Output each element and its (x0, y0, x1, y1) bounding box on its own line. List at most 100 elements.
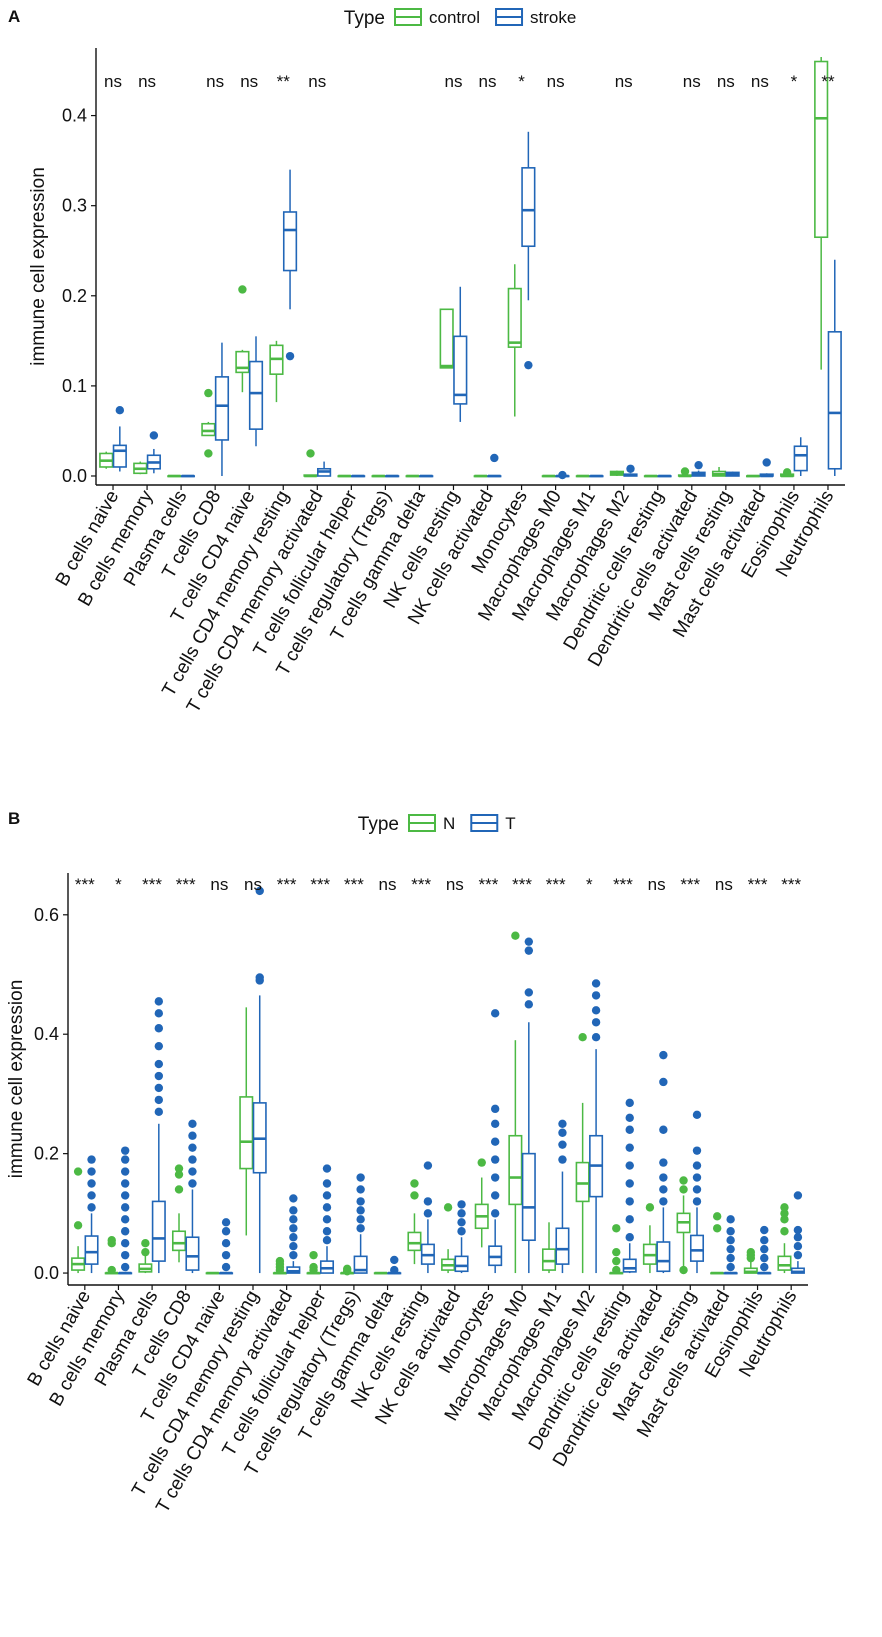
y-tick-label: 0.4 (62, 106, 87, 126)
outlier-point (625, 1143, 634, 1152)
significance-label: *** (310, 875, 330, 894)
outlier-point (591, 1018, 601, 1027)
box-n (508, 931, 523, 1274)
outlier-point (692, 1110, 702, 1120)
outlier-point (612, 1224, 621, 1233)
outlier-point (120, 1250, 130, 1260)
significance-label: ns (210, 875, 228, 894)
box-stroke (691, 460, 706, 477)
box-stroke (385, 474, 400, 478)
outlier-point (679, 1176, 688, 1185)
box-n (239, 1007, 254, 1236)
y-tick-label: 0.2 (34, 1144, 59, 1164)
box-n (541, 1222, 557, 1274)
outlier-point (457, 1218, 466, 1227)
outlier-point (154, 1041, 164, 1051)
significance-label: ** (277, 72, 291, 91)
outlier-point (356, 1215, 365, 1224)
box-t (420, 1161, 435, 1274)
y-tick-label: 0.0 (62, 466, 87, 486)
outlier-point (612, 1256, 621, 1266)
box-stroke (453, 286, 468, 422)
outlier-point (692, 1185, 702, 1194)
panel-letter: A (8, 7, 20, 26)
outlier-point (309, 1262, 318, 1272)
outlier-point (659, 1197, 668, 1206)
outlier-point (625, 1113, 634, 1123)
outlier-point (612, 1247, 621, 1257)
outlier-point (154, 1071, 164, 1081)
box-body (541, 1248, 557, 1271)
outlier-point (221, 1262, 231, 1272)
outlier-point (309, 1250, 318, 1260)
outlier-point (612, 1265, 621, 1275)
outlier-point (289, 1206, 298, 1215)
outlier-point (680, 467, 690, 476)
outlier-point (659, 1173, 668, 1182)
box-t (689, 1110, 705, 1274)
box-body (814, 60, 829, 239)
outlier-point (188, 1131, 197, 1140)
box-control (337, 474, 352, 478)
outlier-point (490, 1119, 500, 1128)
box-n (71, 1167, 86, 1274)
outlier-point (204, 388, 213, 398)
significance-label: *** (344, 875, 364, 894)
outlier-point (692, 1161, 702, 1170)
outlier-point (289, 1241, 298, 1251)
significance-label: * (791, 72, 798, 91)
outlier-point (204, 449, 213, 458)
box-control (235, 285, 250, 393)
outlier-point (120, 1179, 130, 1188)
outlier-point (726, 1227, 735, 1236)
outlier-point (356, 1206, 365, 1215)
box-n (743, 1247, 758, 1274)
outlier-point (793, 1191, 803, 1200)
outlier-point (120, 1155, 130, 1164)
outlier-point (87, 1191, 96, 1200)
box-n (104, 1236, 119, 1275)
box-n (171, 1164, 187, 1263)
outlier-point (306, 449, 315, 458)
box-stroke (623, 464, 638, 477)
outlier-point (285, 351, 295, 361)
outlier-point (322, 1215, 332, 1224)
box-body (407, 1231, 422, 1252)
outlier-point (120, 1191, 130, 1200)
outlier-point (726, 1244, 735, 1254)
y-tick-label: 0.4 (34, 1024, 59, 1044)
box-control (303, 449, 318, 478)
box-n (340, 1264, 355, 1276)
outlier-point (490, 1104, 500, 1114)
box-stroke (316, 461, 332, 477)
outlier-point (174, 1185, 184, 1194)
outlier-point (679, 1185, 688, 1194)
box-t (353, 1173, 368, 1274)
legend: Type control stroke (344, 8, 576, 29)
box-n (474, 1158, 489, 1248)
significance-label: *** (512, 875, 532, 894)
box-n (205, 1271, 220, 1275)
box-stroke (555, 470, 570, 480)
outlier-point (87, 1179, 96, 1188)
significance-labels: *** * *** *** ns ns *** *** *** ns *** ns *** *** *** *… (75, 875, 802, 894)
box-n (306, 1250, 321, 1275)
outlier-point (591, 1006, 601, 1015)
outlier-point (423, 1209, 433, 1218)
outlier-point (289, 1233, 298, 1242)
significance-label: *** (411, 875, 431, 894)
box-stroke (180, 474, 196, 478)
outlier-point (87, 1155, 96, 1164)
legend-label-control: control (429, 8, 480, 27)
panel-b: B Type N T 0.0 0.2 0.4 0.6 immune cell expressio… (6, 809, 808, 1517)
significance-label: ns (308, 72, 326, 91)
box-t (521, 937, 536, 1274)
significance-label: ns (446, 875, 464, 894)
significance-label: *** (613, 875, 633, 894)
outlier-point (390, 1255, 399, 1265)
outlier-point (120, 1203, 130, 1212)
outlier-point (558, 1140, 567, 1149)
outlier-point (760, 1225, 769, 1235)
outlier-point (625, 1233, 634, 1242)
